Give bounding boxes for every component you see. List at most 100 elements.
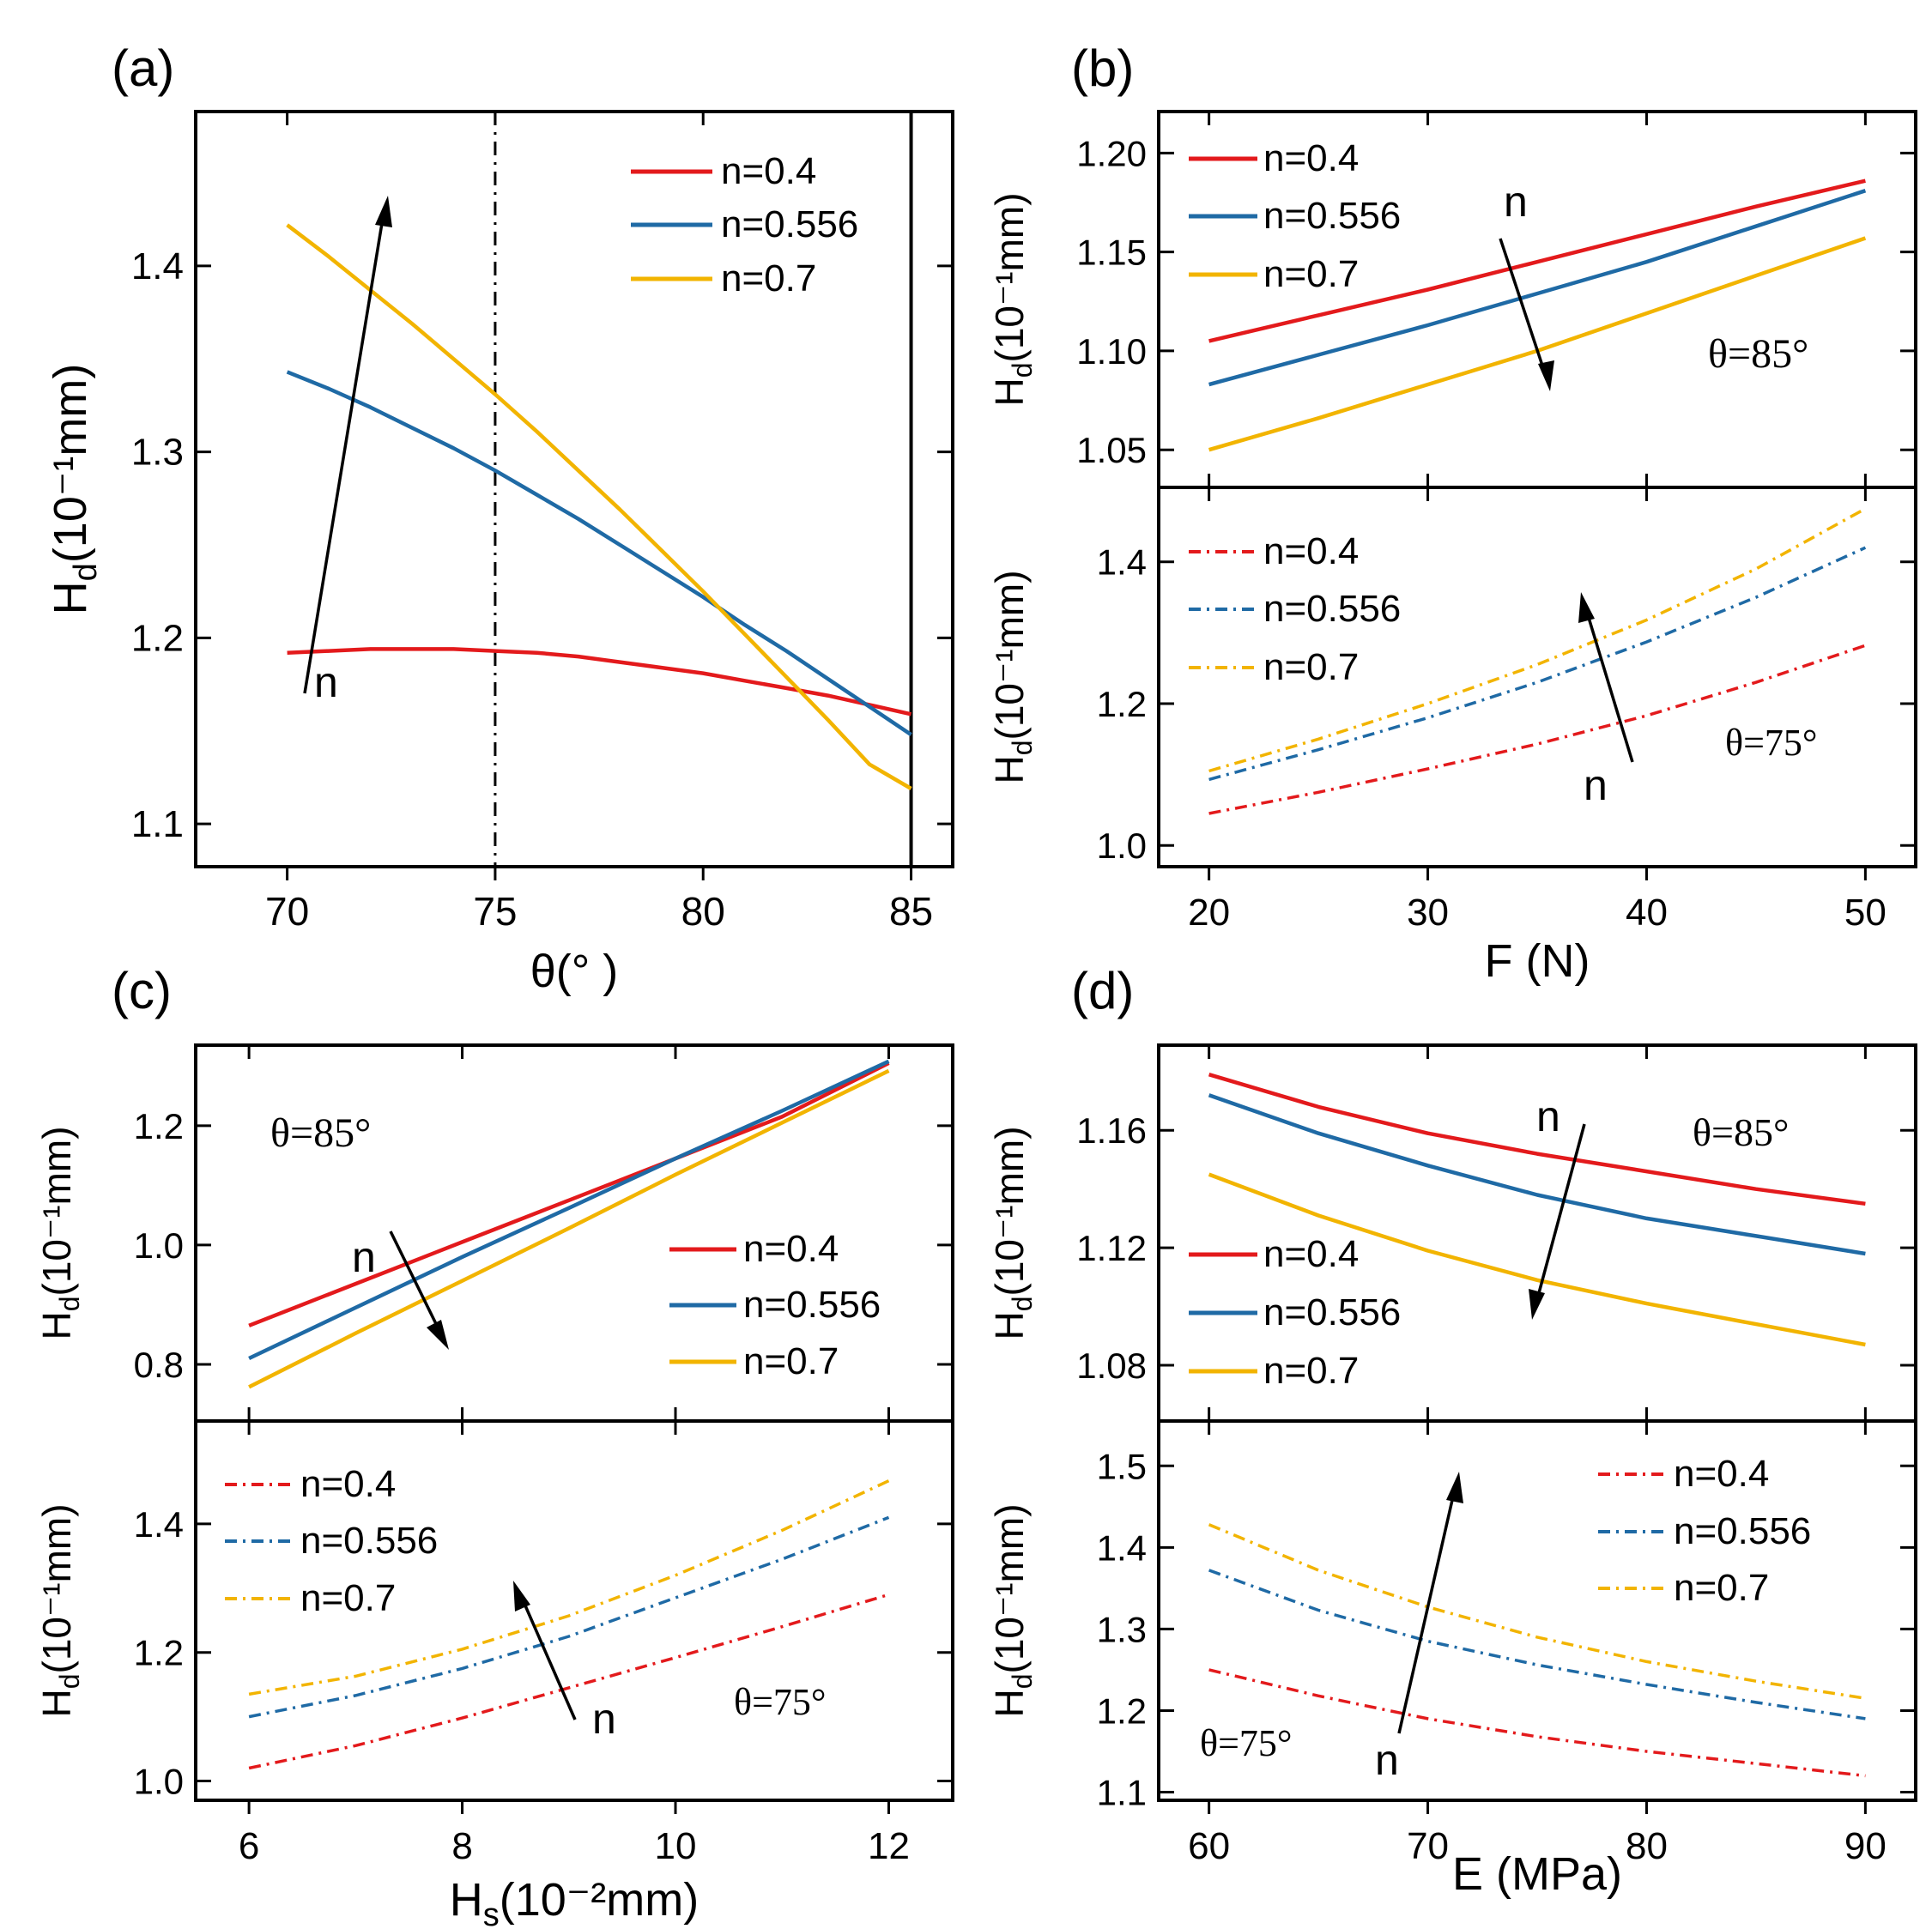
- series-line-b_top-0: [1208, 178, 1866, 343]
- plot-c-bottom: 1.0 1.2 1.4 6 8 10 12: [134, 1421, 953, 1867]
- series-line-d_top-0: [1208, 1073, 1866, 1206]
- series-line-a-0: [287, 647, 911, 717]
- legend-label-c-top-1: n=0.556: [743, 1284, 881, 1326]
- y-axis-label-b-top: Hd(10⁻¹mm): [987, 192, 1038, 406]
- theta-label-d-bottom: θ=75°: [1200, 1722, 1293, 1764]
- legend-label-d-top-2: n=0.7: [1263, 1350, 1359, 1392]
- y-axis-label-b-bottom: Hd(10⁻¹mm): [987, 570, 1038, 783]
- ytick-label-c_top-0: 0.8: [134, 1345, 184, 1385]
- series-line-d_bottom-1: [1208, 1569, 1866, 1720]
- ytick-label-d_bottom-3: 1.4: [1097, 1527, 1147, 1568]
- plot-c-top: 0.8 1.0 1.2: [134, 1045, 953, 1421]
- n-arrow-shaft-b-top: [1499, 238, 1547, 377]
- ytick-label-d_top-1: 1.12: [1076, 1228, 1147, 1268]
- legend-label-c-bottom-0: n=0.4: [300, 1463, 396, 1505]
- xtick-label-b_bottom-3: 50: [1844, 892, 1887, 934]
- ytick-label-b_top-0: 1.05: [1076, 430, 1147, 470]
- y-axis-label-c-bottom: Hd(10⁻¹mm): [34, 1503, 85, 1717]
- panel-label-a: (a): [112, 39, 174, 97]
- ytick-label-b_bottom-2: 1.4: [1097, 542, 1147, 583]
- legend-label-d-top-0: n=0.4: [1263, 1233, 1359, 1275]
- legend-label-a-2: n=0.7: [721, 257, 816, 299]
- n-label-c-bottom: n: [592, 1695, 616, 1743]
- n-arrow-b-top: n: [1499, 178, 1554, 391]
- legend-label-d-bottom-2: n=0.7: [1674, 1567, 1769, 1609]
- n-arrow-head-b-bottom: [1578, 592, 1595, 623]
- panel-label-d: (d): [1071, 962, 1134, 1019]
- xtick-label-c_bottom-2: 10: [655, 1825, 697, 1867]
- n-arrow-c-bottom: n: [513, 1581, 616, 1743]
- legend-label-a-1: n=0.556: [721, 203, 858, 245]
- theta-label-d-top: θ=85°: [1693, 1110, 1789, 1154]
- series-line-c_bottom-2: [248, 1479, 890, 1696]
- ytick-label-a-2: 1.3: [131, 432, 184, 474]
- series-line-a-1: [286, 370, 912, 736]
- ytick-label-c_bottom-1: 1.2: [134, 1633, 184, 1673]
- y-axis-label-c-top: Hd(10⁻¹mm): [34, 1126, 85, 1339]
- plot-a: 1.1 1.2 1.3 1.4 70 75 80 85: [131, 112, 953, 934]
- ytick-label-b_top-1: 1.10: [1076, 331, 1147, 372]
- series-line-d_bottom-2: [1208, 1523, 1866, 1700]
- legend-label-a-0: n=0.4: [721, 150, 816, 192]
- x-axis-label-b: F (N): [1485, 935, 1590, 987]
- series-line-b_top-1: [1208, 189, 1867, 387]
- x-axis-label-d: E (MPa): [1452, 1848, 1622, 1900]
- legend-label-d-top-1: n=0.556: [1263, 1291, 1401, 1333]
- plot-frame-a: [194, 110, 954, 868]
- n-label-d-top: n: [1536, 1092, 1560, 1140]
- xtick-label-b_bottom-1: 30: [1407, 892, 1449, 934]
- legend-label-c-bottom-1: n=0.556: [300, 1520, 438, 1562]
- xtick-label-b_bottom-0: 20: [1188, 892, 1230, 934]
- legend-label-c-top-2: n=0.7: [743, 1340, 839, 1382]
- xtick-label-a-0: 70: [265, 889, 309, 934]
- panel-d: (d) 1.08 1.12 1.16 1.1 1.2 1.3 1.4 1.5 60 70 80 90…: [987, 962, 1917, 1900]
- n-label-a: n: [314, 658, 338, 706]
- ytick-label-c_bottom-0: 1.0: [134, 1762, 184, 1802]
- ytick-label-b_top-3: 1.20: [1076, 133, 1147, 173]
- series-line-d_top-1: [1208, 1093, 1866, 1256]
- n-label-c-top: n: [352, 1233, 376, 1281]
- legend-label-b-top-1: n=0.556: [1263, 195, 1401, 237]
- ytick-label-d_top-2: 1.16: [1076, 1110, 1147, 1151]
- series-line-c_top-0: [248, 1061, 890, 1327]
- ytick-label-d_top-0: 1.08: [1076, 1345, 1147, 1386]
- plot-d-bottom: 1.1 1.2 1.3 1.4 1.5 60 70 80 90: [1097, 1421, 1916, 1867]
- series-line-b_bottom-1: [1208, 546, 1867, 782]
- plot-d-top: 1.08 1.12 1.16: [1076, 1045, 1916, 1421]
- series-line-c_top-1: [248, 1059, 890, 1361]
- x-axis-label-a: θ(° ): [530, 946, 619, 997]
- legend-label-b-top-0: n=0.4: [1263, 137, 1359, 179]
- n-arrow-c-top: n: [352, 1231, 449, 1350]
- xtick-label-c_bottom-0: 6: [239, 1825, 259, 1867]
- xtick-label-c_bottom-3: 12: [868, 1825, 910, 1867]
- panel-label-b: (b): [1071, 39, 1134, 97]
- series-line-c_bottom-0: [248, 1593, 890, 1770]
- n-arrow-head-b-top: [1538, 360, 1554, 391]
- n-label-d-bottom: n: [1375, 1736, 1399, 1784]
- theta-label-b-bottom: θ=75°: [1725, 722, 1818, 764]
- legend-c-top: n=0.4 n=0.556 n=0.7: [669, 1228, 881, 1382]
- n-label-b-top: n: [1504, 178, 1528, 226]
- theta-label-b-top: θ=85°: [1708, 331, 1808, 377]
- legend-label-b-bottom-2: n=0.7: [1263, 646, 1359, 688]
- n-arrow-head-a: [375, 196, 392, 227]
- n-arrow-head-c-bottom: [513, 1581, 530, 1612]
- n-arrow-shaft-a: [303, 212, 385, 694]
- legend-label-b-bottom-0: n=0.4: [1263, 530, 1359, 572]
- xtick-label-d_bottom-1: 70: [1407, 1825, 1449, 1867]
- n-arrow-a: n: [303, 196, 392, 706]
- n-arrow-shaft-d-bottom: [1397, 1488, 1457, 1734]
- x-axis-label-c: Hs(10⁻²mm): [450, 1874, 699, 1929]
- n-arrow-d-top: n: [1529, 1092, 1586, 1320]
- legend-label-d-bottom-0: n=0.4: [1674, 1453, 1769, 1495]
- panel-a: (a) 1.1 1.2 1.3 1.4 70 75 80 85 θ(° ) Hd(10⁻¹mm…: [45, 39, 954, 997]
- ytick-label-a-1: 1.2: [131, 617, 184, 659]
- series-line-d_top-2: [1208, 1172, 1866, 1347]
- panel-c: (c) 0.8 1.0 1.2 1.0 1.2 1.4 6 8 10 12 Hs(10⁻²mm)…: [34, 962, 954, 1929]
- theta-label-c-top: θ=85°: [270, 1110, 371, 1156]
- ytick-label-c_top-2: 1.2: [134, 1106, 184, 1146]
- n-arrow-b-bottom: n: [1578, 592, 1634, 809]
- series-line-a-2: [286, 223, 912, 790]
- series-line-c_top-2: [248, 1068, 890, 1389]
